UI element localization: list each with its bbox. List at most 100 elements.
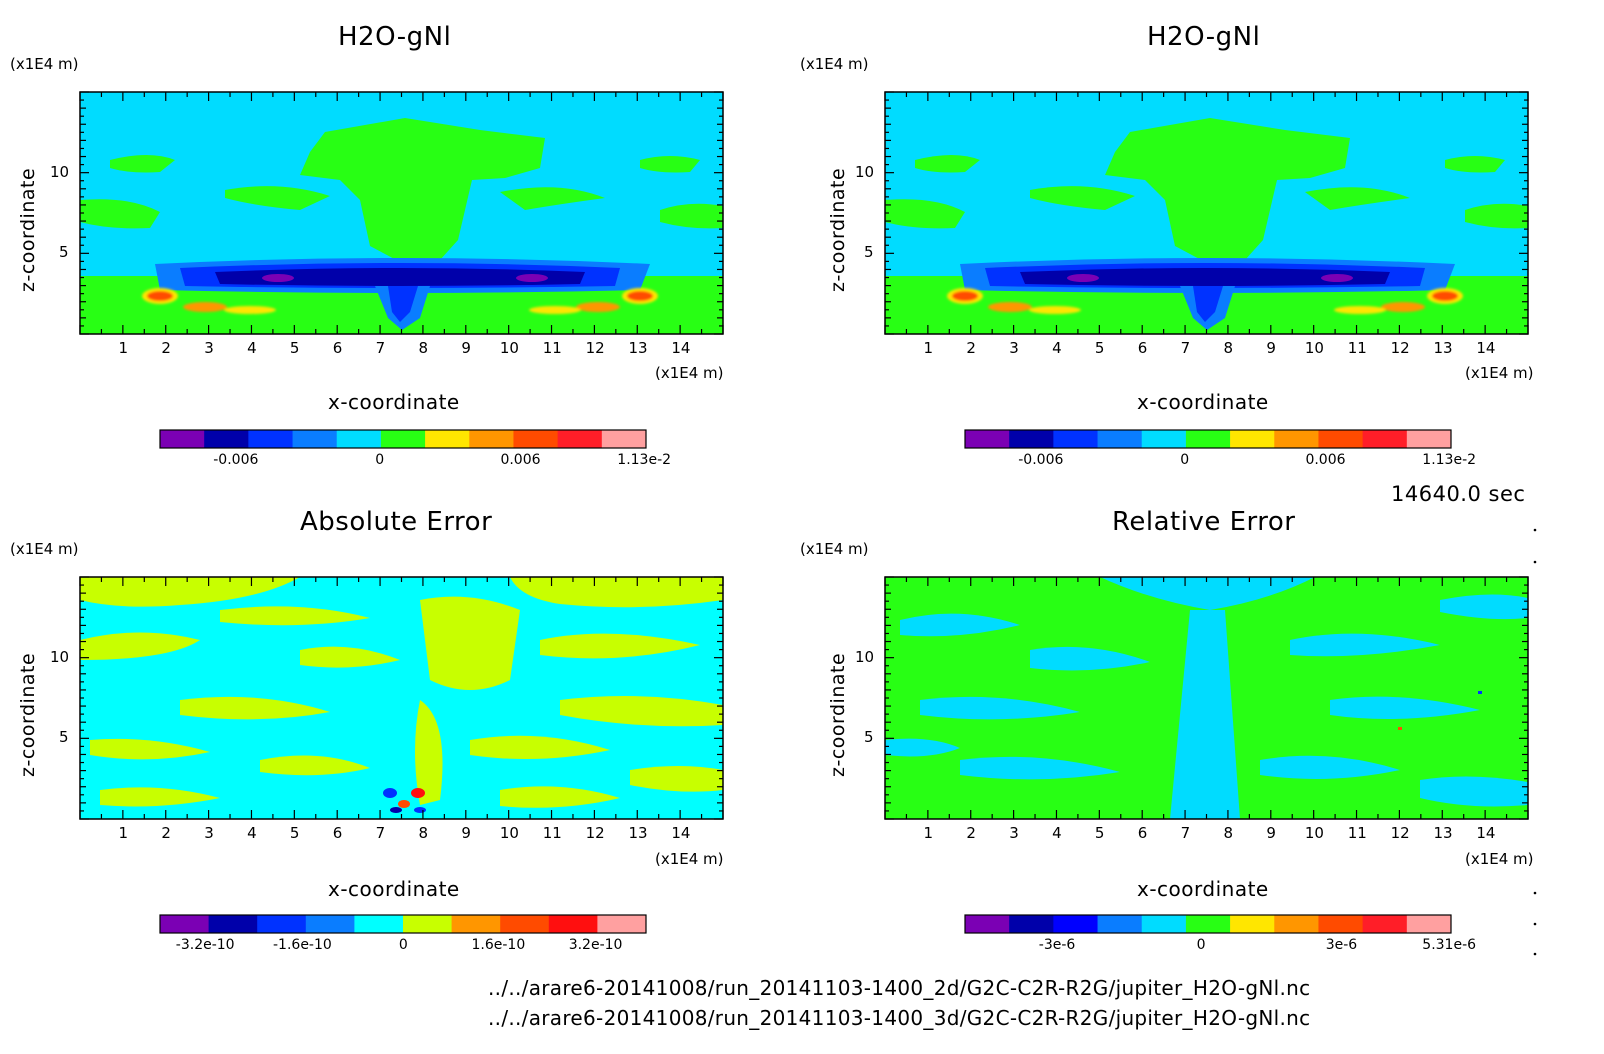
x-tick-label: 2 (966, 339, 976, 357)
colorbar-swatch (1185, 430, 1231, 448)
x-tick-label: 4 (1052, 339, 1062, 357)
colorbar-swatch (451, 915, 501, 933)
colorbar-swatch (557, 430, 603, 448)
x-tick-label: 13 (628, 339, 648, 357)
x-tick-label: 14 (1476, 824, 1496, 842)
y-tick-label: 10 (50, 647, 70, 666)
x-tick-label: 1 (923, 824, 933, 842)
panel-4-field (884, 576, 1529, 820)
colorbar-swatch (305, 915, 355, 933)
x-tick-label: 11 (1347, 339, 1367, 357)
colorbar-swatch (160, 915, 210, 933)
x-tick-label: 12 (1390, 824, 1410, 842)
x-tick-label: 9 (461, 824, 471, 842)
file-path-2d: ../../arare6-20141008/run_20141103-1400_… (488, 976, 1311, 1000)
colorbar-swatch (1362, 915, 1408, 933)
colorbar-frame (964, 429, 1452, 449)
colorbar-swatch (292, 430, 338, 448)
x-tick-label: 9 (1266, 824, 1276, 842)
x-tick-label: 12 (585, 824, 605, 842)
y-tick-label: 10 (855, 647, 875, 666)
colorbar-tick-label: 1.13e-2 (617, 452, 672, 468)
colorbar-swatch (354, 915, 404, 933)
colorbar-swatch (1406, 430, 1452, 448)
x-tick-label: 3 (204, 824, 214, 842)
x-tick-label: 1 (923, 339, 933, 357)
x-tick-label: 11 (1347, 824, 1367, 842)
x-tick-label: 8 (418, 339, 429, 357)
x-tick-label: 12 (1390, 339, 1410, 357)
colorbar-swatch (597, 915, 647, 933)
y-tick-label: 10 (855, 162, 875, 181)
colorbar-swatch (248, 430, 294, 448)
colorbar-swatch (1097, 430, 1143, 448)
x-tick-label: 7 (375, 339, 386, 357)
colorbar-swatch (469, 430, 514, 448)
x-tick-label: 12 (585, 339, 605, 357)
x-tick-label: 8 (1223, 824, 1234, 842)
panel-4-y-label: z-coordinate (827, 652, 849, 777)
colorbar-swatch (336, 430, 382, 448)
x-tick-label: 11 (542, 824, 562, 842)
x-tick-label: 7 (1180, 339, 1191, 357)
x-tick-label: 6 (332, 824, 343, 842)
colorbar-tick-label: 0.006 (500, 452, 541, 468)
colorbar-swatch (1097, 915, 1143, 933)
x-tick-label: 14 (671, 824, 691, 842)
colorbar-swatch (403, 915, 453, 933)
panel-1-x-label: x-coordinate (328, 390, 460, 414)
colorbar-tick-label: 0 (375, 452, 385, 468)
x-tick-label: 9 (1266, 339, 1276, 357)
x-tick-label: 8 (1223, 339, 1234, 357)
edge-dots (1533, 528, 1537, 956)
panel-2-y-unit: (x1E4 m) (800, 55, 869, 73)
panel-3-field (79, 576, 724, 820)
colorbar-tick-label: -3e-6 (1038, 937, 1076, 953)
x-tick-label: 7 (375, 824, 386, 842)
x-tick-label: 7 (1180, 824, 1191, 842)
y-tick-label: 5 (59, 728, 69, 747)
panel-4-title: Relative Error (1112, 507, 1296, 537)
colorbar-swatch (1141, 430, 1187, 448)
x-tick-label: 3 (1009, 824, 1019, 842)
x-tick-label: 14 (671, 339, 691, 357)
colorbar-swatch (380, 430, 426, 448)
colorbar-tick-label: 1.6e-10 (471, 937, 526, 953)
panel-4-y-unit: (x1E4 m) (800, 540, 869, 558)
colorbar-swatch (1230, 430, 1275, 448)
panel-3-y-label: z-coordinate (17, 652, 39, 777)
colorbar-swatch (1009, 430, 1054, 448)
x-tick-label: 10 (1304, 824, 1324, 842)
x-tick-label: 3 (204, 339, 214, 357)
colorbar-tick-label: 0 (398, 937, 408, 953)
panel-1-y-unit: (x1E4 m) (10, 55, 79, 73)
x-tick-label: 6 (1137, 824, 1148, 842)
colorbar-tick-label: -1.6e-10 (273, 937, 332, 953)
panel-2-field (884, 91, 1529, 335)
y-tick-label: 5 (864, 728, 874, 747)
colorbar-swatch (1318, 430, 1364, 448)
x-tick-label: 1 (118, 824, 128, 842)
x-tick-label: 5 (1094, 339, 1105, 357)
x-tick-label: 8 (418, 824, 429, 842)
x-tick-label: 4 (247, 339, 257, 357)
x-tick-label: 13 (1433, 824, 1453, 842)
panel-4-x-label: x-coordinate (1137, 877, 1269, 901)
colorbar-swatch (500, 915, 550, 933)
colorbar-tick-label: 3.2e-10 (568, 937, 623, 953)
x-tick-label: 5 (289, 339, 300, 357)
colorbar-swatch (965, 915, 1010, 933)
x-tick-label: 2 (161, 824, 171, 842)
colorbar-swatch (204, 430, 249, 448)
colorbar-swatch (1053, 430, 1099, 448)
panel-1-field (79, 91, 724, 335)
x-tick-label: 5 (1094, 824, 1105, 842)
x-tick-label: 9 (461, 339, 471, 357)
x-tick-label: 1 (118, 339, 128, 357)
colorbar-swatch (1362, 430, 1408, 448)
panel-3-x-label: x-coordinate (328, 877, 460, 901)
colorbar-swatch (548, 915, 598, 933)
x-tick-label: 13 (1433, 339, 1453, 357)
colorbar-swatch (208, 915, 258, 933)
